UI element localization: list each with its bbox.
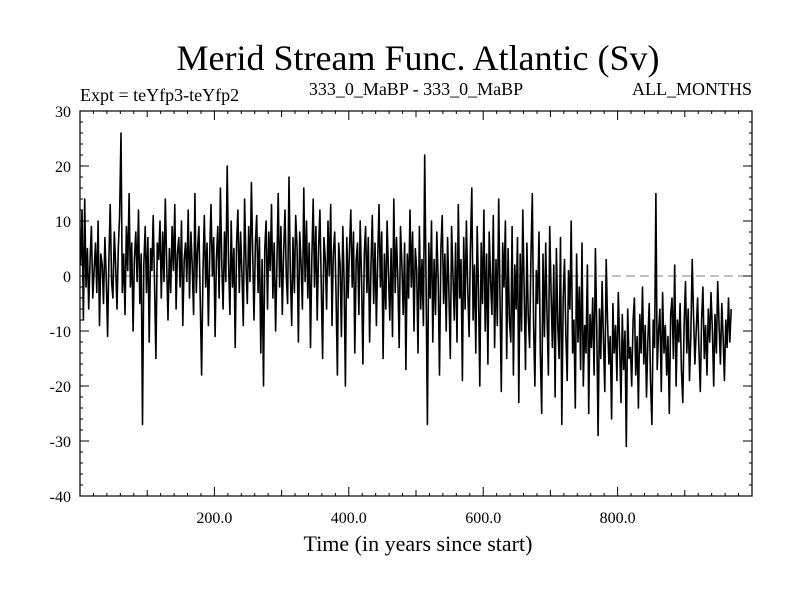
chart-title: Merid Stream Func. Atlantic (Sv) [177,38,660,78]
x-axis: 200.0 400.0 600.0 800.0 [92,111,740,527]
months-label: ALL_MONTHS [632,79,752,99]
y-tick-label: -10 [50,324,71,341]
y-tick-label: -40 [50,489,71,506]
x-tick-label: 200.0 [196,510,232,527]
x-tick-label: 600.0 [465,510,501,527]
y-tick-label: 10 [55,214,71,231]
x-tick-label: 800.0 [600,510,636,527]
experiment-label: Expt = teYfp3-teYfp2 [80,85,239,105]
y-tick-label: 20 [55,159,71,176]
y-tick-label: -20 [50,379,71,396]
period-label: 333_0_MaBP - 333_0_MaBP [309,79,523,99]
y-tick-label: 30 [55,104,71,121]
plot-frame [79,110,753,497]
y-axis: 30 20 10 0 -10 -20 -30 -40 [50,104,752,506]
series-line [79,132,732,448]
x-tick-label: 400.0 [331,510,367,527]
y-tick-label: 0 [63,269,71,286]
x-axis-label: Time (in years since start) [304,531,533,556]
y-tick-label: -30 [50,434,71,451]
